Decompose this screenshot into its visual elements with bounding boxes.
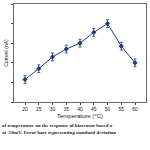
html-text:of temperature on the response: of temperature on the response of biosen… [2,123,113,128]
svg-text:35: 35 [63,106,69,112]
svg-text:25: 25 [36,106,42,112]
svg-text:Current (nA): Current (nA) [3,39,9,67]
svg-text:60: 60 [132,106,138,112]
svg-text:50: 50 [105,106,111,112]
svg-text:20: 20 [22,106,28,112]
svg-text:Temperature (°C): Temperature (°C) [57,113,103,119]
svg-text:45: 45 [91,106,97,112]
svg-text:40: 40 [77,106,83,112]
svg-text:30: 30 [50,106,56,112]
svg-text:55: 55 [118,106,124,112]
html-text:at -50mV. Error bars represent: at -50mV. Error bars representing standa… [2,130,117,135]
